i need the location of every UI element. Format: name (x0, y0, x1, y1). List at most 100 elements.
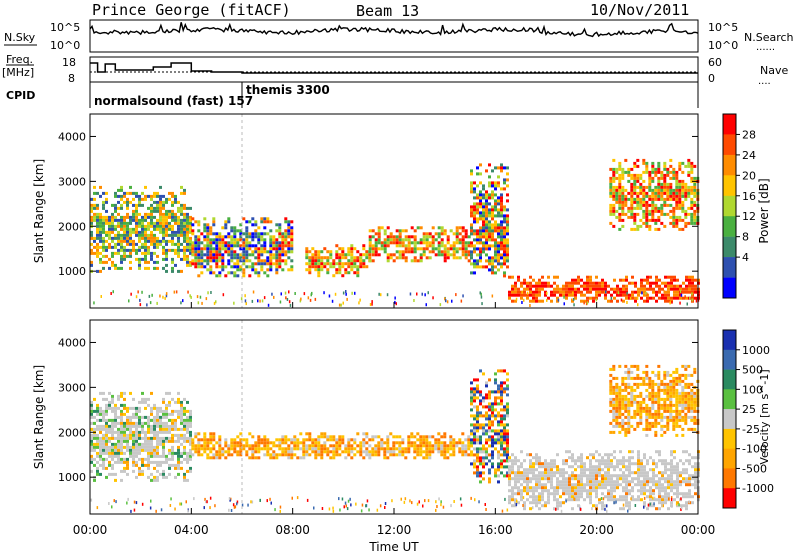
power-cell (150, 224, 153, 228)
power-cell (642, 215, 646, 219)
power-cell (257, 241, 261, 245)
velocity-cell (476, 441, 479, 445)
velocity-cell (670, 465, 673, 469)
velocity-cell (150, 442, 153, 446)
power-cell (670, 275, 673, 279)
velocity-cell (129, 445, 132, 449)
velocity-cell (670, 486, 673, 490)
velocity-cell (177, 391, 180, 395)
power-cell (120, 203, 123, 207)
velocity-cell (153, 445, 156, 449)
velocity-cell (694, 492, 697, 496)
velocity-cell (562, 489, 565, 493)
velocity-cell (624, 433, 628, 437)
power-cell (413, 256, 417, 260)
power-cell (389, 232, 393, 236)
power-cell (461, 235, 465, 239)
power-cell (686, 302, 688, 306)
velocity-cell (308, 432, 312, 436)
velocity-cell (186, 469, 189, 473)
velocity-cell (371, 438, 375, 442)
velocity-cell (580, 489, 583, 493)
velocity-cell (162, 460, 165, 464)
power-cell (610, 296, 613, 300)
power-cell (497, 253, 500, 257)
velocity-cell (488, 435, 491, 439)
velocity-cell (618, 415, 622, 419)
velocity-cell (135, 409, 138, 413)
velocity-cell (640, 459, 643, 463)
velocity-cell (183, 418, 186, 422)
velocity-cell (147, 403, 150, 407)
velocity-cell (511, 453, 514, 457)
power-cell (443, 232, 447, 236)
power-cell (135, 194, 138, 198)
power-cell (666, 197, 670, 201)
velocity-cell (616, 498, 619, 502)
power-cell (583, 281, 586, 285)
velocity-cell (636, 382, 640, 386)
power-cell (663, 224, 667, 228)
velocity-cell (476, 420, 479, 424)
velocity-cell (209, 456, 213, 460)
power-cell (500, 229, 503, 233)
power-cell (350, 265, 354, 269)
power-cell (242, 241, 246, 245)
velocity-cell (326, 435, 330, 439)
velocity-cell (269, 447, 273, 451)
power-cell (529, 293, 532, 297)
power-cell (506, 244, 509, 248)
power-cell (562, 290, 565, 294)
velocity-cell (694, 471, 697, 475)
nave-marker: .... (758, 76, 771, 87)
power-cell (90, 203, 93, 207)
power-cell (275, 262, 279, 266)
power-cell (168, 191, 171, 195)
power-cell (236, 268, 240, 272)
velocity-cell (96, 418, 99, 422)
velocity-cell (203, 447, 207, 451)
velocity-cell (120, 427, 123, 431)
power-cell (383, 244, 387, 248)
power-cell (651, 188, 655, 192)
power-cell (618, 227, 622, 231)
power-cell (281, 250, 285, 254)
power-cell (654, 191, 658, 195)
power-cell (123, 224, 126, 228)
velocity-cell (171, 463, 174, 467)
velocity-cell (479, 411, 482, 415)
velocity-cell (511, 498, 514, 502)
velocity-cell (407, 444, 411, 448)
velocity-cell (90, 460, 93, 464)
velocity-cell (329, 438, 333, 442)
velocity-cell (389, 447, 393, 451)
velocity-cell (631, 495, 634, 499)
power-cell (458, 241, 462, 245)
power-cell (630, 206, 634, 210)
power-cell (248, 244, 252, 248)
velocity-cell (293, 447, 297, 451)
velocity-cell (422, 450, 426, 454)
velocity-cell (395, 453, 399, 457)
power-cell (461, 226, 465, 230)
velocity-cell (449, 441, 453, 445)
velocity-cell (553, 507, 556, 511)
power-cell (679, 301, 681, 305)
power-cell (672, 170, 676, 174)
power-cell (664, 299, 667, 303)
velocity-cell (332, 438, 336, 442)
velocity-cell (612, 415, 616, 419)
power-cell (639, 173, 643, 177)
power-cell (687, 161, 691, 165)
power-cell (180, 203, 183, 207)
velocity-cell (651, 370, 655, 374)
power-cell (123, 215, 126, 219)
power-cell (147, 239, 150, 243)
velocity-cell (670, 450, 673, 454)
power-cell (636, 191, 640, 195)
power-cell (642, 179, 646, 183)
power-cell (626, 291, 628, 295)
power-cell (440, 232, 444, 236)
velocity-cell (177, 433, 180, 437)
